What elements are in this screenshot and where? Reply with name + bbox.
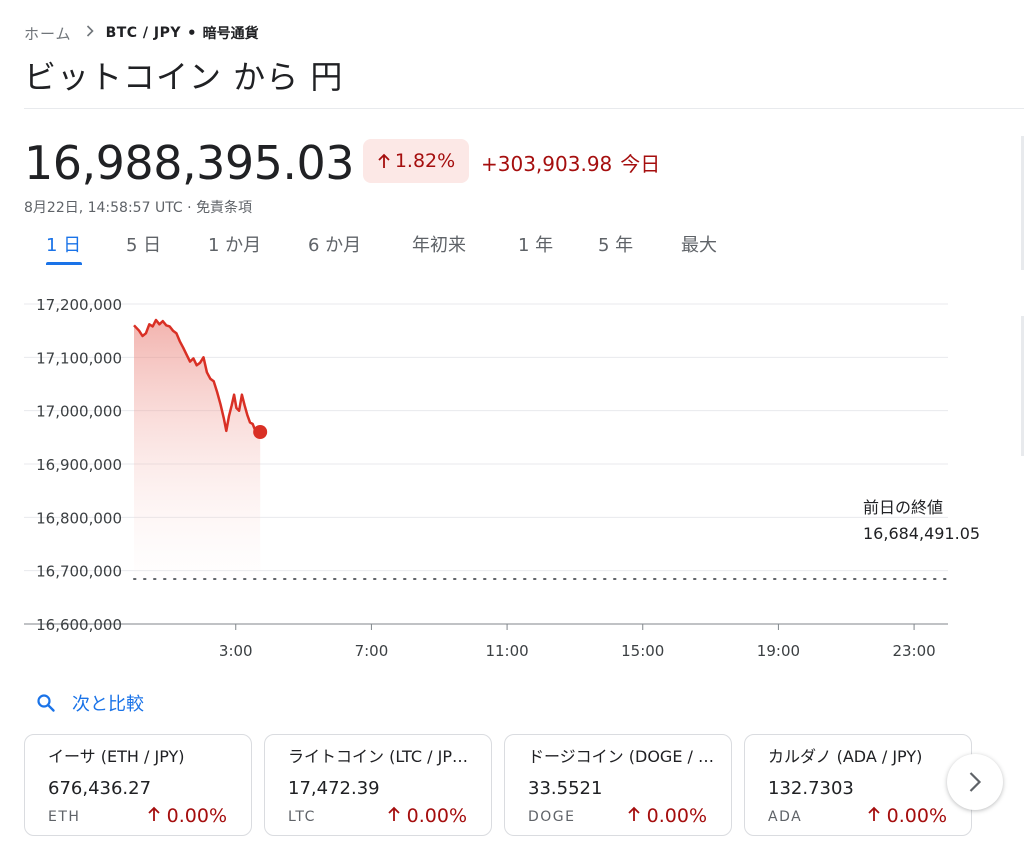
change-absolute-value: +303,903.98 [481,152,613,176]
y-tick-label: 17,100,000 [36,349,122,367]
range-tabs: 1 日 5 日 1 か月 6 か月 年初来 1 年 5 年 最大 [0,232,760,264]
tab-1d[interactable]: 1 日 [46,235,82,256]
arrow-up-icon [378,153,390,168]
tab-1y[interactable]: 1 年 [518,235,554,256]
y-tick-label: 17,000,000 [36,403,122,421]
previous-close-value: 16,684,491.05 [863,524,981,543]
card-symbol: ADA [768,809,803,825]
breadcrumb: ホーム BTC / JPY • 暗号通貨 [24,22,259,44]
card-symbol: ETH [48,809,81,825]
card-change-value: 0.00% [166,805,227,827]
side-panel-edge [1021,136,1024,270]
related-cards: イーサ (ETH / JPY) 676,436.27 ETH 0.00% ライト… [24,734,984,838]
y-tick-label: 16,600,000 [36,616,122,634]
today-label: 今日 [620,152,661,176]
arrow-up-icon [867,806,880,821]
card-name: カルダノ (ADA / JPY) [768,747,923,766]
price-line [133,318,261,434]
side-panel-edge [1021,316,1024,456]
x-tick-label: 11:00 [485,642,528,660]
price-area [134,320,261,579]
arrow-up-icon [147,806,160,821]
breadcrumb-category: 暗号通貨 [202,26,259,42]
tab-1m[interactable]: 1 か月 [208,235,262,256]
tab-6m[interactable]: 6 か月 [308,235,362,256]
card-price: 33.5521 [528,778,603,799]
card-change: 0.00% [387,805,467,827]
card-price: 17,472.39 [288,778,380,799]
chevron-right-icon [86,25,94,41]
chevron-right-icon [969,772,982,792]
price-chart[interactable]: 17,200,000 17,100,000 17,000,000 16,900,000… [0,280,1024,670]
change-percent: 1.82% [394,150,456,172]
disclaimer-link[interactable]: 免責条項 [196,200,253,216]
card-change: 0.00% [147,805,227,827]
card-name: イーサ (ETH / JPY) [48,747,185,766]
x-tick-label: 15:00 [621,642,664,660]
previous-close-title: 前日の終値 [863,498,944,517]
tab-ytd[interactable]: 年初来 [412,235,466,256]
card-name: ライトコイン (LTC / JP… [288,747,468,766]
arrow-up-icon [627,806,640,821]
active-tab-indicator [46,262,82,265]
tab-5y[interactable]: 5 年 [598,235,634,256]
timestamp-separator: · [187,200,192,216]
card-change: 0.00% [627,805,707,827]
card-change-value: 0.00% [886,805,947,827]
arrow-up-icon [387,806,400,821]
related-card-doge[interactable]: ドージコイン (DOGE / … 33.5521 DOGE 0.00% [504,734,732,836]
tab-max[interactable]: 最大 [681,235,717,256]
card-symbol: LTC [288,809,316,825]
timestamp-text: 8月22日, 14:58:57 UTC [24,200,183,216]
card-price: 132.7303 [768,778,854,799]
x-tick-label: 3:00 [219,642,253,660]
card-change-value: 0.00% [646,805,707,827]
card-price: 676,436.27 [48,778,152,799]
breadcrumb-pair: BTC / JPY [105,25,182,41]
price-chart-svg: 17,200,000 17,100,000 17,000,000 16,900,000… [24,296,949,660]
quote-timestamp: 8月22日, 14:58:57 UTC · 免責条項 [24,197,252,217]
x-tick-label: 7:00 [355,642,389,660]
card-change: 0.00% [867,805,947,827]
y-tick-label: 16,900,000 [36,456,122,474]
card-symbol: DOGE [528,809,576,825]
change-absolute: +303,903.98 今日 [481,148,660,177]
y-tick-label: 16,700,000 [36,563,122,581]
related-card-eth[interactable]: イーサ (ETH / JPY) 676,436.27 ETH 0.00% [24,734,252,836]
search-icon [37,694,55,712]
breadcrumb-dot: • [187,24,197,42]
x-tick-label: 19:00 [757,642,800,660]
header-divider [24,108,1024,109]
y-tick-label: 17,200,000 [36,296,122,314]
related-card-ltc[interactable]: ライトコイン (LTC / JP… 17,472.39 LTC 0.00% [264,734,492,836]
related-card-ada[interactable]: カルダノ (ADA / JPY) 132.7303 ADA 0.00% [744,734,972,836]
change-percent-badge: 1.82% [363,139,469,183]
breadcrumb-home[interactable]: ホーム [24,24,72,43]
card-name: ドージコイン (DOGE / … [528,747,714,766]
card-change-value: 0.00% [406,805,467,827]
page-title: ビットコイン から 円 [24,58,344,96]
x-tick-label: 23:00 [892,642,935,660]
previous-close-label: 前日の終値 16,684,491.05 [863,495,993,547]
current-price: 16,988,395.03 [24,136,355,190]
next-cards-button[interactable] [947,754,1003,810]
tab-5d[interactable]: 5 日 [126,235,162,256]
compare-button[interactable]: 次と比較 [36,690,144,716]
latest-price-dot [253,425,268,439]
y-tick-label: 16,800,000 [36,509,122,527]
compare-label: 次と比較 [72,694,144,715]
